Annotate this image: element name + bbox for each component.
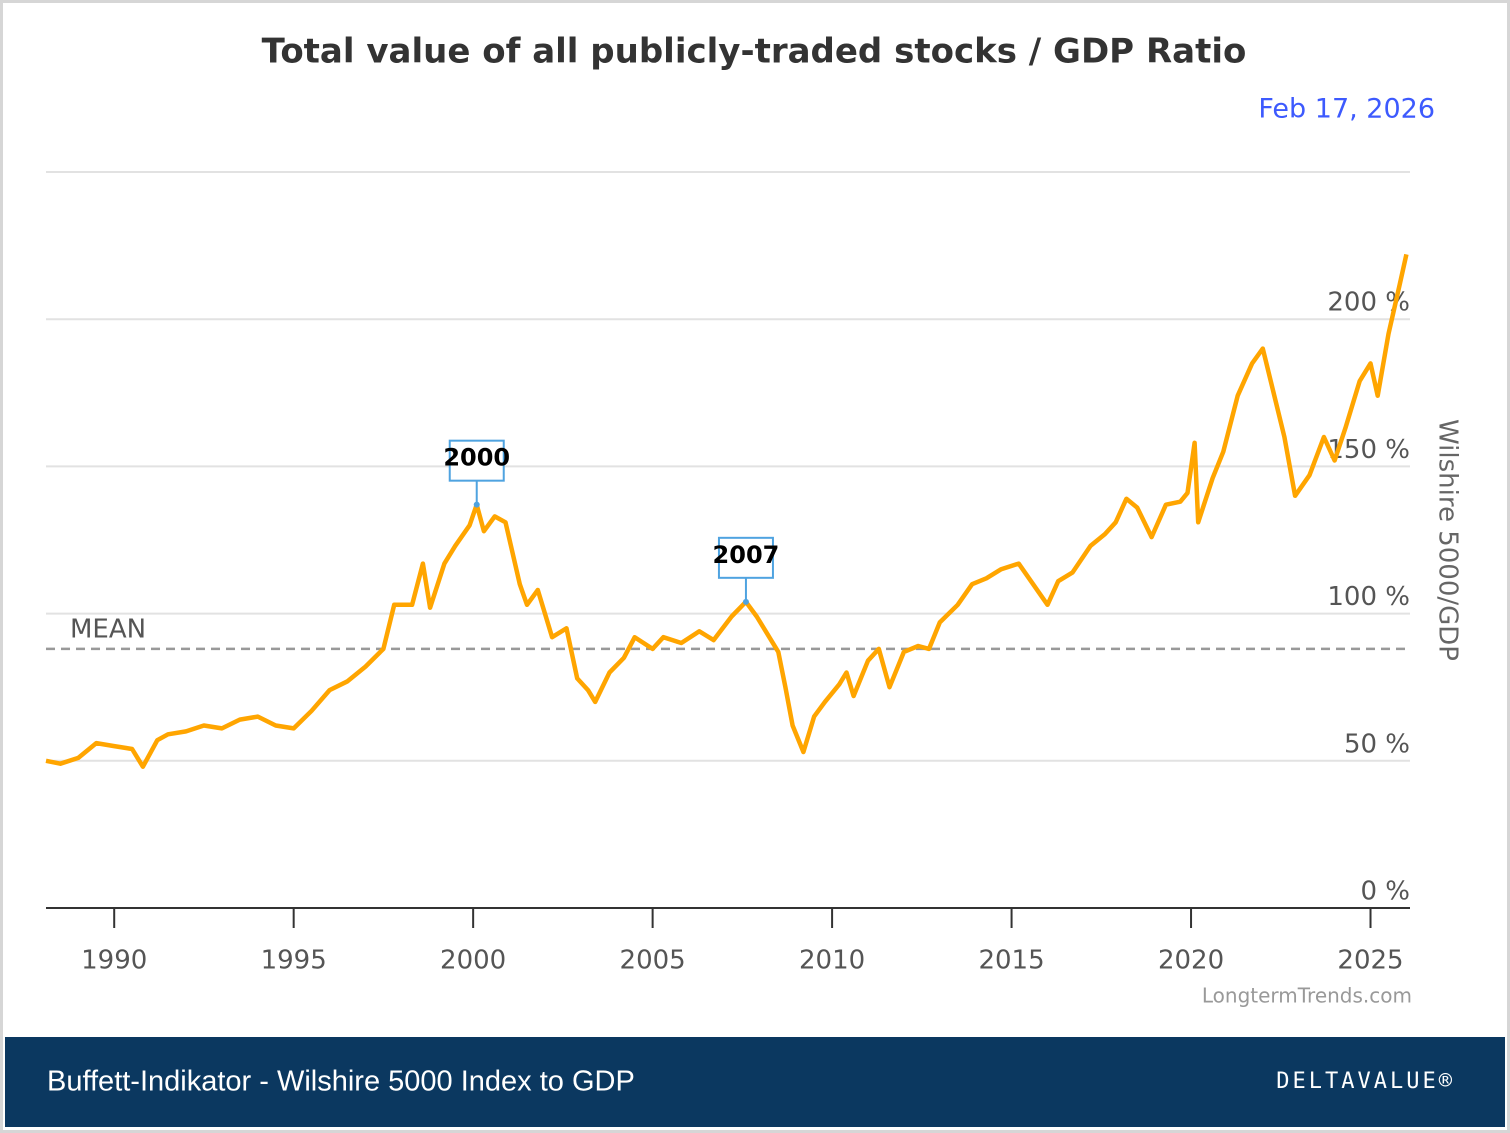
annotation-label: 2007: [713, 541, 780, 569]
footer-text: Buffett-Indikator - Wilshire 5000 Index …: [47, 1066, 635, 1098]
chart-subtitle: Feb 17, 2026: [1258, 94, 1435, 125]
logo: DELTAVALUE®: [1276, 1069, 1455, 1094]
annotation: 2007: [713, 536, 780, 605]
x-tick-label: 1990: [81, 946, 147, 976]
y-tick-label: 50 %: [1344, 729, 1410, 759]
footer-band: [5, 1037, 1505, 1127]
x-tick-label: 2020: [1158, 946, 1224, 976]
annotation-box: [717, 536, 774, 579]
series-line: [45, 253, 1409, 769]
x-tick-label: 2025: [1337, 946, 1403, 976]
annotation-label: 2000: [443, 444, 510, 472]
x-tick-label: 2015: [978, 946, 1044, 976]
x-tick-label: 2000: [440, 946, 506, 976]
credit: LongtermTrends.com: [1202, 984, 1412, 1008]
annotation-box: [448, 439, 505, 482]
x-tick-label: 1995: [261, 946, 327, 976]
x-tick-label: 2010: [799, 946, 865, 976]
y-tick-label: 0 %: [1360, 877, 1410, 907]
mean-label: MEAN: [70, 614, 146, 644]
annotation-point: [742, 598, 749, 605]
annotation-point: [473, 501, 480, 508]
y-axis-label: Wilshire 5000/GDP: [1433, 419, 1463, 661]
annotation: 2000: [443, 439, 510, 508]
y-tick-label: 100 %: [1327, 582, 1410, 612]
chart-title: Total value of all publicly-traded stock…: [262, 32, 1247, 72]
x-tick-label: 2005: [620, 946, 686, 976]
